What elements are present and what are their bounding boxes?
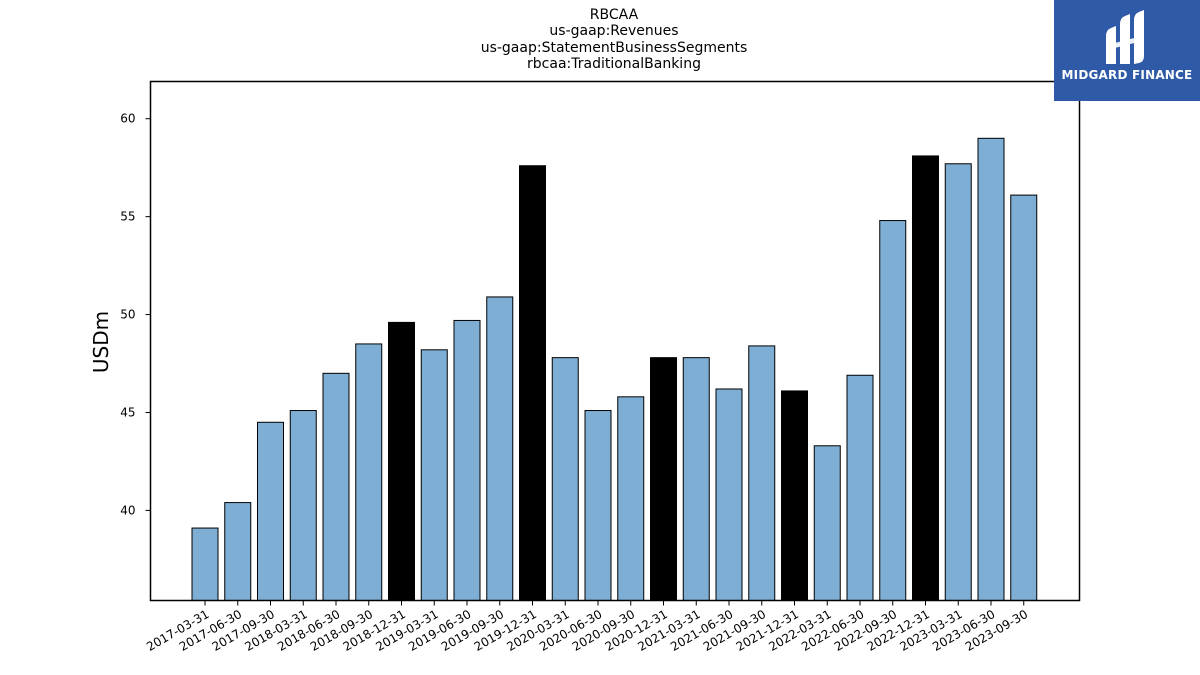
title-line-2: us-gaap:Revenues (549, 23, 679, 40)
bar-2021-03-31 (682, 357, 710, 601)
bar-2022-03-31 (813, 445, 841, 601)
bar-2017-09-30 (257, 421, 284, 601)
bar-2023-09-30 (1010, 194, 1038, 601)
x-axis: 2017-03-312017-06-302017-09-302018-03-31… (144, 600, 1030, 654)
y-tick-label: 60 (120, 112, 135, 126)
bar-2020-09-30 (617, 396, 645, 601)
chart-title: RBCAA us-gaap:Revenues us-gaap:Statement… (414, 7, 814, 72)
bar-2018-12-31 (388, 321, 415, 601)
bar-2019-03-31 (420, 349, 448, 601)
y-axis-label: USDm (89, 311, 113, 373)
y-axis: 40 45 50 55 60 (120, 112, 151, 517)
logo-text: MIDGARD FINANCE (1061, 68, 1193, 82)
y-tick-label: 55 (120, 210, 135, 224)
bar-2017-06-30 (224, 502, 252, 601)
title-line-3: us-gaap:StatementBusinessSegments (480, 39, 748, 56)
bar-2020-12-31 (650, 357, 677, 601)
bar-2019-06-30 (453, 319, 481, 601)
y-tick-label: 50 (120, 308, 135, 322)
bar-2021-09-30 (748, 345, 776, 601)
bar-2017-03-31 (191, 527, 219, 601)
bar-2019-09-30 (486, 296, 514, 601)
y-tick-label: 45 (120, 405, 135, 419)
bar-2020-03-31 (551, 357, 579, 601)
bar-2022-12-31 (912, 155, 939, 601)
bar-2018-09-30 (355, 343, 383, 601)
logo-mark-icon (1106, 10, 1144, 64)
y-tick-label: 40 (120, 503, 135, 517)
bars-group (191, 137, 1038, 602)
plot-frame (149, 80, 1081, 602)
title-line-1: RBCAA (589, 7, 639, 23)
brand-logo: MIDGARD FINANCE (1054, 0, 1200, 101)
bar-2022-06-30 (846, 374, 874, 601)
bar-2023-06-30 (977, 137, 1005, 602)
bar-2023-03-31 (944, 163, 972, 601)
bar-2019-12-31 (519, 165, 546, 601)
bar-2021-06-30 (715, 388, 743, 602)
bar-2018-06-30 (322, 372, 350, 601)
bar-2020-06-30 (584, 410, 612, 601)
bar-2018-03-31 (289, 410, 317, 601)
bar-2022-09-30 (879, 220, 907, 602)
title-line-4: rbcaa:TraditionalBanking (527, 55, 701, 72)
bar-2021-12-31 (781, 390, 808, 601)
